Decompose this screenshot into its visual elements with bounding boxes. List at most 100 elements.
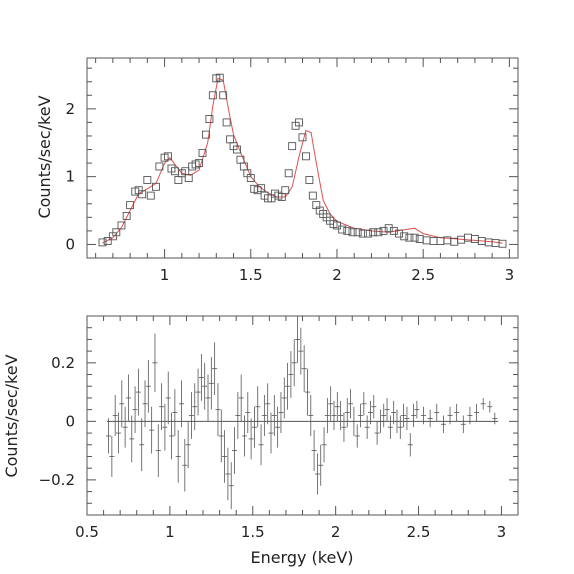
residual-point xyxy=(172,389,178,436)
data-point xyxy=(491,239,500,248)
residual-point xyxy=(328,386,334,422)
residual-point xyxy=(275,406,281,448)
residual-point xyxy=(467,406,473,425)
residual-point xyxy=(155,424,161,477)
spectrum-tick-labels: 1 1.5 2 2.5 3 0 1 2 xyxy=(65,100,514,284)
data-point xyxy=(358,229,367,238)
residual-point xyxy=(440,415,446,434)
residual-point xyxy=(404,406,410,431)
data-point xyxy=(379,226,388,235)
data-point xyxy=(395,229,403,238)
residual-point xyxy=(314,453,320,495)
residual-point xyxy=(434,403,440,422)
data-point xyxy=(498,239,507,248)
residual-point xyxy=(364,415,370,439)
residual-point xyxy=(169,412,175,460)
data-point xyxy=(353,228,362,237)
residual-point xyxy=(397,415,403,439)
residual-point xyxy=(261,395,267,436)
residual-point xyxy=(139,418,145,472)
data-point xyxy=(222,118,231,127)
residual-point xyxy=(384,397,390,422)
residual-point xyxy=(198,354,204,401)
y-tick-label: 0 xyxy=(65,412,75,430)
x-tick-label: 1 xyxy=(165,523,175,541)
residual-point xyxy=(321,427,327,463)
residual-point xyxy=(394,409,400,434)
residual-point xyxy=(225,447,231,501)
residual-point xyxy=(212,342,218,396)
residual-point xyxy=(202,362,208,410)
residual-point xyxy=(119,380,125,428)
data-point xyxy=(143,176,152,184)
data-point xyxy=(233,145,241,154)
residual-point xyxy=(474,403,480,422)
x-tick-label: 1.5 xyxy=(239,266,263,284)
residual-point xyxy=(235,392,241,439)
residual-point xyxy=(129,415,135,463)
residual-point xyxy=(238,374,244,422)
residual-point xyxy=(381,403,387,428)
data-point xyxy=(410,233,419,242)
data-point xyxy=(103,237,112,246)
data-point xyxy=(308,191,317,200)
data-point xyxy=(198,148,207,157)
residual-point xyxy=(149,406,155,454)
data-point xyxy=(146,191,155,200)
model-curve-group xyxy=(102,77,503,244)
residual-point xyxy=(218,409,224,463)
data-point xyxy=(348,228,357,237)
x-tick-label: 2.5 xyxy=(411,266,435,284)
residual-point xyxy=(344,397,350,428)
residual-point xyxy=(298,327,304,375)
data-point xyxy=(246,174,255,182)
residual-point xyxy=(454,403,460,422)
data-point xyxy=(219,91,228,100)
residual-point xyxy=(165,371,171,425)
residual-point xyxy=(447,406,453,425)
data-point xyxy=(126,201,135,210)
residual-point xyxy=(208,356,214,410)
residuals-data-points xyxy=(106,316,498,510)
residual-point xyxy=(178,380,184,428)
residual-point xyxy=(241,415,247,457)
data-point xyxy=(364,229,372,238)
residual-point xyxy=(324,397,330,434)
data-point xyxy=(174,176,183,184)
x-tick-label: 1.5 xyxy=(241,523,265,541)
residual-point xyxy=(245,392,251,434)
residual-point xyxy=(487,400,493,413)
residual-point xyxy=(248,418,254,460)
residual-point xyxy=(358,403,364,428)
data-point xyxy=(152,182,160,191)
residual-point xyxy=(115,412,121,454)
y-tick-label: 0 xyxy=(65,235,75,253)
residual-point xyxy=(308,395,314,436)
data-point xyxy=(257,184,266,193)
data-point xyxy=(205,115,214,123)
residual-point xyxy=(175,430,181,483)
data-point xyxy=(284,169,293,178)
residual-point xyxy=(232,427,238,475)
data-point xyxy=(195,159,204,168)
residual-point xyxy=(414,400,420,419)
residuals-axis-ticks xyxy=(86,315,519,516)
data-point xyxy=(208,91,217,100)
residual-point xyxy=(132,386,138,434)
residual-point xyxy=(268,412,274,454)
data-point xyxy=(298,133,307,142)
residual-point xyxy=(367,400,373,425)
residual-point xyxy=(304,368,310,416)
residual-point xyxy=(401,403,407,428)
data-point xyxy=(184,174,193,182)
data-point xyxy=(138,190,147,199)
residual-point xyxy=(228,462,234,510)
residual-point xyxy=(142,380,148,428)
residual-point xyxy=(122,406,128,448)
residual-point xyxy=(215,383,221,436)
residual-point xyxy=(338,400,344,431)
residual-point xyxy=(391,400,397,425)
data-point xyxy=(122,212,131,220)
residuals-tick-labels: 0.5 1 1.5 2 2.5 3 −0.2 0 0.2 xyxy=(39,354,507,541)
data-point xyxy=(202,130,210,139)
